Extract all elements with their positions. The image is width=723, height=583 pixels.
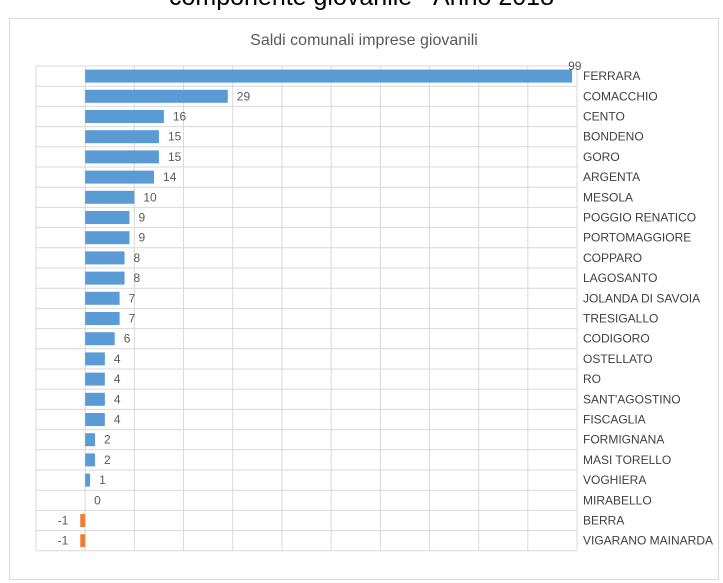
bar (85, 150, 159, 164)
bar (85, 392, 105, 406)
bar (85, 211, 130, 224)
category-label: GORO (583, 150, 620, 164)
category-label: FORMIGNANA (583, 433, 664, 447)
data-label: 2 (104, 453, 111, 467)
category-label: VOGHIERA (583, 473, 646, 487)
bar (85, 110, 164, 123)
category-label: TRESIGALLO (583, 312, 658, 326)
data-label: 4 (114, 392, 121, 406)
category-label: BERRA (583, 514, 624, 528)
category-label: OSTELLATO (583, 352, 653, 366)
category-label: ARGENTA (583, 170, 640, 184)
bar (85, 190, 135, 204)
category-label: VIGARANO MAINARDA (583, 534, 713, 548)
data-label: 0 (94, 493, 101, 507)
bar (85, 89, 228, 103)
category-label: COPPARO (583, 251, 642, 265)
data-label: -1 (58, 534, 69, 548)
data-label: 1 (99, 473, 106, 487)
data-label: 9 (138, 211, 145, 225)
data-label: 16 (173, 110, 187, 124)
bar (85, 231, 130, 245)
category-label: MIRABELLO (583, 493, 652, 507)
category-label: POGGIO RENATICO (583, 211, 696, 225)
data-label: 7 (129, 312, 136, 326)
bar (85, 453, 96, 467)
bar (85, 352, 105, 366)
data-label: 15 (168, 150, 182, 164)
bar (85, 291, 120, 305)
data-label: 2 (104, 433, 111, 447)
category-label: COMACCHIO (583, 89, 658, 103)
data-label: 6 (124, 332, 131, 346)
bar (85, 69, 573, 83)
bar (80, 534, 86, 548)
data-label: 4 (114, 372, 121, 386)
category-label: FERRARA (583, 69, 640, 83)
bar (85, 332, 115, 346)
category-label: PORTOMAGGIORE (583, 231, 691, 245)
category-label: CODIGORO (583, 332, 650, 346)
category-label: JOLANDA DI SAVOIA (583, 291, 700, 305)
bar (85, 271, 125, 285)
data-label: 9 (138, 231, 145, 245)
data-label: 7 (129, 291, 136, 305)
category-label: SANT'AGOSTINO (583, 392, 681, 406)
data-label: 4 (114, 413, 121, 427)
category-label: FISCAGLIA (583, 413, 646, 427)
category-label: MESOLA (583, 190, 633, 204)
bar (85, 413, 105, 426)
bar (85, 372, 105, 386)
category-label: RO (583, 372, 601, 386)
data-label: 4 (114, 352, 121, 366)
data-label: 14 (163, 170, 177, 184)
page-heading: componente giovanile - Anno 2018 (0, 0, 723, 12)
bar (85, 473, 91, 487)
category-label: MASI TORELLO (583, 453, 671, 467)
chart-title: Saldi comunali imprese giovanili (250, 32, 478, 49)
data-label: 15 (168, 130, 182, 144)
bar (80, 514, 86, 527)
data-label: 10 (143, 190, 157, 204)
bar (85, 130, 159, 144)
bar (85, 433, 96, 447)
data-label: 8 (134, 251, 141, 265)
category-label: BONDENO (583, 130, 644, 144)
data-label: 99 (568, 59, 582, 73)
category-label: CENTO (583, 110, 625, 124)
data-label: 8 (134, 271, 141, 285)
bar (85, 170, 155, 184)
data-label: -1 (58, 514, 69, 528)
category-label: LAGOSANTO (583, 271, 657, 285)
data-label: 29 (237, 89, 251, 103)
bar (85, 312, 120, 325)
bar (85, 251, 125, 265)
